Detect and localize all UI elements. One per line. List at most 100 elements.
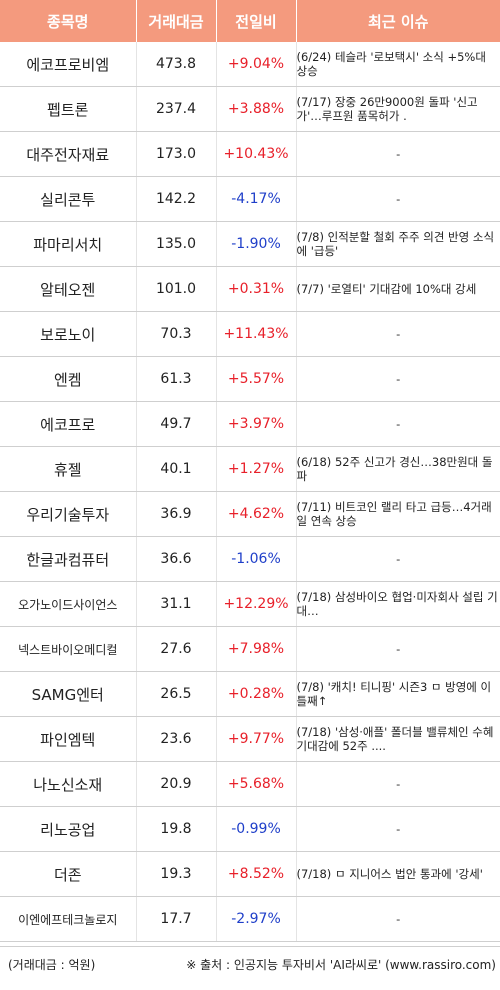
header-recent-issue[interactable]: 최근 이슈 — [296, 0, 500, 42]
recent-issue-cell[interactable]: (7/8) 인적분할 철회 주주 의견 반영 소식에 '급등' — [296, 221, 500, 267]
daily-change-cell: +8.52% — [216, 851, 297, 897]
recent-issue-cell: - — [296, 356, 500, 402]
stock-name-cell[interactable]: 펩트론 — [0, 86, 137, 132]
stock-name-cell[interactable]: 오가노이드사이언스 — [0, 581, 137, 627]
stock-name-cell[interactable]: 에코프로비엠 — [0, 42, 137, 87]
recent-issue-cell: - — [296, 626, 500, 672]
stock-name-cell[interactable]: 더존 — [0, 851, 137, 897]
daily-change-cell: +11.43% — [216, 311, 297, 357]
table-row[interactable]: 파인엠텍 23.6 +9.77% (7/18) '삼성·애플' 폴더블 밸류체인 수혜… — [0, 716, 500, 762]
table-row[interactable]: 대주전자재료 173.0 +10.43% - — [0, 131, 500, 177]
stock-table: 종목명 거래대금 전일비 최근 이슈 에코프로비엠 473.8 +9.04% (6/2… — [0, 0, 500, 942]
recent-issue-cell: - — [296, 401, 500, 447]
table-row[interactable]: 실리콘투 142.2 -4.17% - — [0, 176, 500, 222]
stock-name-cell[interactable]: 알테오젠 — [0, 266, 137, 312]
trade-volume-cell: 142.2 — [136, 176, 217, 222]
table-row[interactable]: 넥스트바이오메디컬 27.6 +7.98% - — [0, 626, 500, 672]
daily-change-cell: +5.57% — [216, 356, 297, 402]
stock-name-cell[interactable]: 파인엠텍 — [0, 716, 137, 762]
recent-issue-cell: - — [296, 761, 500, 807]
stock-name-cell[interactable]: 우리기술투자 — [0, 491, 137, 537]
table-row[interactable]: 한글과컴퓨터 36.6 -1.06% - — [0, 536, 500, 582]
daily-change-cell: +1.27% — [216, 446, 297, 492]
daily-change-cell: -1.90% — [216, 221, 297, 267]
recent-issue-cell[interactable]: (7/11) 비트코인 랠리 타고 급등…4거래일 연속 상승 — [296, 491, 500, 537]
table-row[interactable]: 펩트론 237.4 +3.88% (7/17) 장중 26만9000원 돌파 '신고가… — [0, 86, 500, 132]
trade-volume-cell: 26.5 — [136, 671, 217, 717]
recent-issue-cell[interactable]: (6/18) 52주 신고가 경신…38만원대 돌파 — [296, 446, 500, 492]
trade-volume-cell: 17.7 — [136, 896, 217, 942]
stock-name-cell[interactable]: 이엔에프테크놀로지 — [0, 896, 137, 942]
trade-volume-cell: 31.1 — [136, 581, 217, 627]
daily-change-cell: +9.04% — [216, 42, 297, 87]
daily-change-cell: +5.68% — [216, 761, 297, 807]
trade-volume-cell: 70.3 — [136, 311, 217, 357]
table-row[interactable]: 에코프로 49.7 +3.97% - — [0, 401, 500, 447]
stock-name-cell[interactable]: 리노공업 — [0, 806, 137, 852]
source-note: ※ 출처 : 인공지능 투자비서 'AI라씨로' (www.rassiro.co… — [186, 958, 496, 972]
daily-change-cell: -0.99% — [216, 806, 297, 852]
trade-volume-cell: 36.9 — [136, 491, 217, 537]
daily-change-cell: +0.28% — [216, 671, 297, 717]
trade-volume-cell: 237.4 — [136, 86, 217, 132]
stock-name-cell[interactable]: 실리콘투 — [0, 176, 137, 222]
stock-name-cell[interactable]: 파마리서치 — [0, 221, 137, 267]
stock-name-cell[interactable]: 나노신소재 — [0, 761, 137, 807]
recent-issue-cell[interactable]: (6/24) 테슬라 '로보택시' 소식 +5%대 상승 — [296, 42, 500, 87]
recent-issue-cell[interactable]: (7/8) '캐치! 티니핑' 시즌3 ㅁ 방영에 이틀째↑ — [296, 671, 500, 717]
table-row[interactable]: 보로노이 70.3 +11.43% - — [0, 311, 500, 357]
table-row[interactable]: 엔켐 61.3 +5.57% - — [0, 356, 500, 402]
table-row[interactable]: 이엔에프테크놀로지 17.7 -2.97% - — [0, 896, 500, 942]
recent-issue-cell[interactable]: (7/18) 삼성바이오 협업·미자회사 설립 기대… — [296, 581, 500, 627]
header-trade-volume[interactable]: 거래대금 — [136, 0, 217, 42]
table-row[interactable]: 우리기술투자 36.9 +4.62% (7/11) 비트코인 랠리 타고 급등…4거래… — [0, 491, 500, 537]
stock-name-cell[interactable]: 보로노이 — [0, 311, 137, 357]
trade-volume-cell: 49.7 — [136, 401, 217, 447]
table-row[interactable]: 파마리서치 135.0 -1.90% (7/8) 인적분할 철회 주주 의견 반영 소… — [0, 221, 500, 267]
header-stock-name[interactable]: 종목명 — [0, 0, 137, 42]
daily-change-cell: +7.98% — [216, 626, 297, 672]
trade-volume-cell: 27.6 — [136, 626, 217, 672]
recent-issue-cell: - — [296, 131, 500, 177]
table-row[interactable]: SAMG엔터 26.5 +0.28% (7/8) '캐치! 티니핑' 시즌3 ㅁ 방영… — [0, 671, 500, 717]
table-row[interactable]: 휴젤 40.1 +1.27% (6/18) 52주 신고가 경신…38만원대 돌파 — [0, 446, 500, 492]
table-row[interactable]: 더존 19.3 +8.52% (7/18) ㅁ 지니어스 법안 통과에 '강세' — [0, 851, 500, 897]
daily-change-cell: +0.31% — [216, 266, 297, 312]
table-row[interactable]: 에코프로비엠 473.8 +9.04% (6/24) 테슬라 '로보택시' 소식 +5… — [0, 42, 500, 87]
daily-change-cell: -1.06% — [216, 536, 297, 582]
table-row[interactable]: 오가노이드사이언스 31.1 +12.29% (7/18) 삼성바이오 협업·미자회사… — [0, 581, 500, 627]
unit-note: (거래대금 : 억원) — [8, 958, 96, 972]
trade-volume-cell: 36.6 — [136, 536, 217, 582]
stock-name-cell[interactable]: 엔켐 — [0, 356, 137, 402]
recent-issue-cell[interactable]: (7/18) ㅁ 지니어스 법안 통과에 '강세' — [296, 851, 500, 897]
trade-volume-cell: 20.9 — [136, 761, 217, 807]
stock-name-cell[interactable]: 휴젤 — [0, 446, 137, 492]
table-row[interactable]: 나노신소재 20.9 +5.68% - — [0, 761, 500, 807]
recent-issue-cell: - — [296, 896, 500, 942]
daily-change-cell: +9.77% — [216, 716, 297, 762]
stock-name-cell[interactable]: SAMG엔터 — [0, 671, 137, 717]
daily-change-cell: -4.17% — [216, 176, 297, 222]
header-daily-change[interactable]: 전일비 — [216, 0, 297, 42]
recent-issue-cell[interactable]: (7/18) '삼성·애플' 폴더블 밸류체인 수혜 기대감에 52주 .... — [296, 716, 500, 762]
trade-volume-cell: 135.0 — [136, 221, 217, 267]
stock-name-cell[interactable]: 넥스트바이오메디컬 — [0, 626, 137, 672]
daily-change-cell: +10.43% — [216, 131, 297, 177]
recent-issue-cell[interactable]: (7/17) 장중 26만9000원 돌파 '신고가'…루프원 품목허가 . — [296, 86, 500, 132]
trade-volume-cell: 473.8 — [136, 42, 217, 87]
table-row[interactable]: 알테오젠 101.0 +0.31% (7/7) '로열티' 기대감에 10%대 강세 — [0, 266, 500, 312]
stock-name-cell[interactable]: 한글과컴퓨터 — [0, 536, 137, 582]
trade-volume-cell: 173.0 — [136, 131, 217, 177]
recent-issue-cell[interactable]: (7/7) '로열티' 기대감에 10%대 강세 — [296, 266, 500, 312]
stock-name-cell[interactable]: 대주전자재료 — [0, 131, 137, 177]
stock-name-cell[interactable]: 에코프로 — [0, 401, 137, 447]
daily-change-cell: +12.29% — [216, 581, 297, 627]
table-row[interactable]: 리노공업 19.8 -0.99% - — [0, 806, 500, 852]
recent-issue-cell: - — [296, 311, 500, 357]
trade-volume-cell: 101.0 — [136, 266, 217, 312]
table-body: 에코프로비엠 473.8 +9.04% (6/24) 테슬라 '로보택시' 소식 +5… — [0, 42, 500, 942]
table-bottom-divider — [0, 946, 500, 947]
trade-volume-cell: 19.3 — [136, 851, 217, 897]
daily-change-cell: +3.88% — [216, 86, 297, 132]
